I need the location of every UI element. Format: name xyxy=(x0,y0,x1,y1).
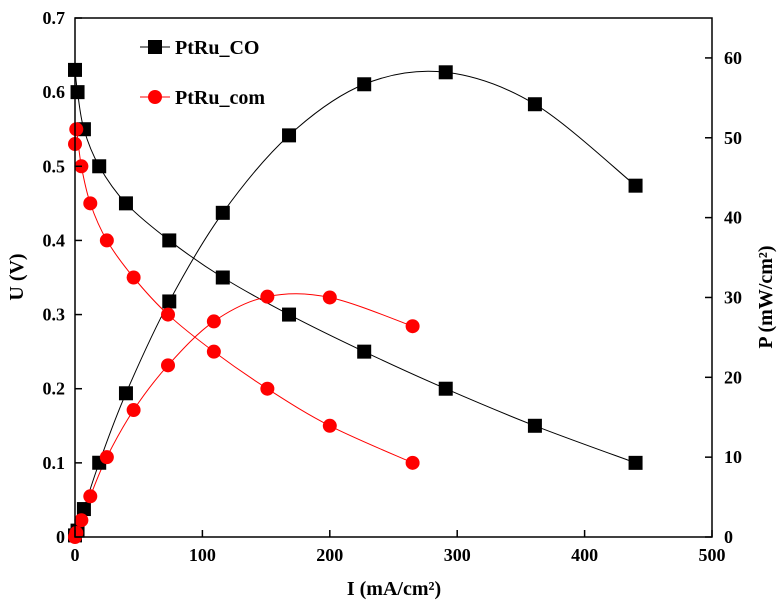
point-ptru-com-p xyxy=(99,450,114,465)
legend-marker-ptru-com xyxy=(148,90,162,104)
point-ptru-co-p xyxy=(215,205,230,220)
y-right-tick-label: 20 xyxy=(724,367,742,387)
x-tick-label: 500 xyxy=(699,545,726,565)
curve-ptru-co-u xyxy=(74,69,636,464)
point-ptru-com-u xyxy=(322,418,337,433)
y-left-tick-label: 0 xyxy=(56,527,65,547)
y-right-tick-label: 0 xyxy=(724,527,733,547)
plot-frame xyxy=(74,17,713,538)
point-ptru-co-p xyxy=(118,386,133,401)
y-left-tick-label: 0.4 xyxy=(43,230,66,250)
point-ptru-com-u xyxy=(161,307,176,322)
point-ptru-com-u xyxy=(126,270,141,285)
y-right-tick-label: 10 xyxy=(724,447,742,467)
y-right-tick-label: 50 xyxy=(724,128,742,148)
point-ptru-co-p xyxy=(162,294,177,309)
point-ptru-com-p xyxy=(83,489,98,504)
y-right-tick-label: 30 xyxy=(724,287,742,307)
curve-ptru-co-p xyxy=(74,70,636,536)
point-ptru-co-u xyxy=(357,344,372,359)
curves-layer xyxy=(74,69,636,538)
point-ptru-co-p xyxy=(438,65,453,80)
point-ptru-com-u xyxy=(99,233,114,248)
x-tick-label: 100 xyxy=(189,545,216,565)
y-right-tick-label: 60 xyxy=(724,48,742,68)
point-ptru-com-p xyxy=(161,358,176,373)
y-left-tick-label: 0.7 xyxy=(43,8,66,28)
y-left-tick-label: 0.2 xyxy=(43,379,66,399)
point-ptru-com-p xyxy=(405,319,420,334)
legend-label-ptru-com: PtRu_com xyxy=(175,87,265,109)
point-ptru-co-u xyxy=(438,381,453,396)
y-left-axis-title: U (V) xyxy=(6,253,28,300)
x-tick-label: 400 xyxy=(571,545,598,565)
point-ptru-com-p xyxy=(206,314,221,329)
point-ptru-com-p xyxy=(322,290,337,305)
point-ptru-co-p xyxy=(628,178,643,193)
x-tick-label: 300 xyxy=(444,545,471,565)
x-tick-label: 0 xyxy=(71,545,80,565)
point-ptru-co-p xyxy=(282,128,297,143)
curve-ptru-com-p xyxy=(74,293,413,538)
point-ptru-com-u xyxy=(206,344,221,359)
legend: PtRu_CO PtRu_com xyxy=(140,37,265,109)
x-tick-label: 200 xyxy=(316,545,343,565)
curve-ptru-com-u xyxy=(74,128,413,464)
point-ptru-com-p xyxy=(126,403,141,418)
y-left-tick-label: 0.5 xyxy=(43,156,66,176)
y-left-tick-label: 0.3 xyxy=(43,305,66,325)
point-ptru-com-u xyxy=(260,381,275,396)
markers-layer xyxy=(68,62,643,544)
point-ptru-com-u xyxy=(69,122,84,137)
point-ptru-co-u xyxy=(118,196,133,211)
point-ptru-com-p xyxy=(69,526,84,541)
ticks-layer: 0 100 200 300 400 50000.10.20.30.40.50.60.701… xyxy=(43,8,743,565)
point-ptru-co-p xyxy=(76,502,91,517)
point-ptru-co-p xyxy=(527,97,542,112)
point-ptru-com-u xyxy=(83,196,98,211)
x-axis-title: I (mA/cm²) xyxy=(347,578,441,600)
point-ptru-com-u xyxy=(405,455,420,470)
point-ptru-co-u xyxy=(215,270,230,285)
y-left-tick-label: 0.1 xyxy=(43,453,66,473)
y-right-tick-label: 40 xyxy=(724,208,742,228)
point-ptru-co-u xyxy=(162,233,177,248)
point-ptru-co-u xyxy=(527,418,542,433)
point-ptru-co-p xyxy=(357,77,372,92)
point-ptru-co-u xyxy=(92,159,107,174)
legend-label-ptru-co: PtRu_CO xyxy=(175,37,259,59)
point-ptru-com-p xyxy=(260,289,275,304)
point-ptru-co-u xyxy=(282,307,297,322)
legend-marker-ptru-co xyxy=(148,40,162,54)
point-ptru-co-u xyxy=(628,455,643,470)
point-ptru-com-p xyxy=(74,513,89,528)
y-left-tick-label: 0.6 xyxy=(43,82,66,102)
y-right-axis-title: P (mW/cm²) xyxy=(755,245,777,348)
